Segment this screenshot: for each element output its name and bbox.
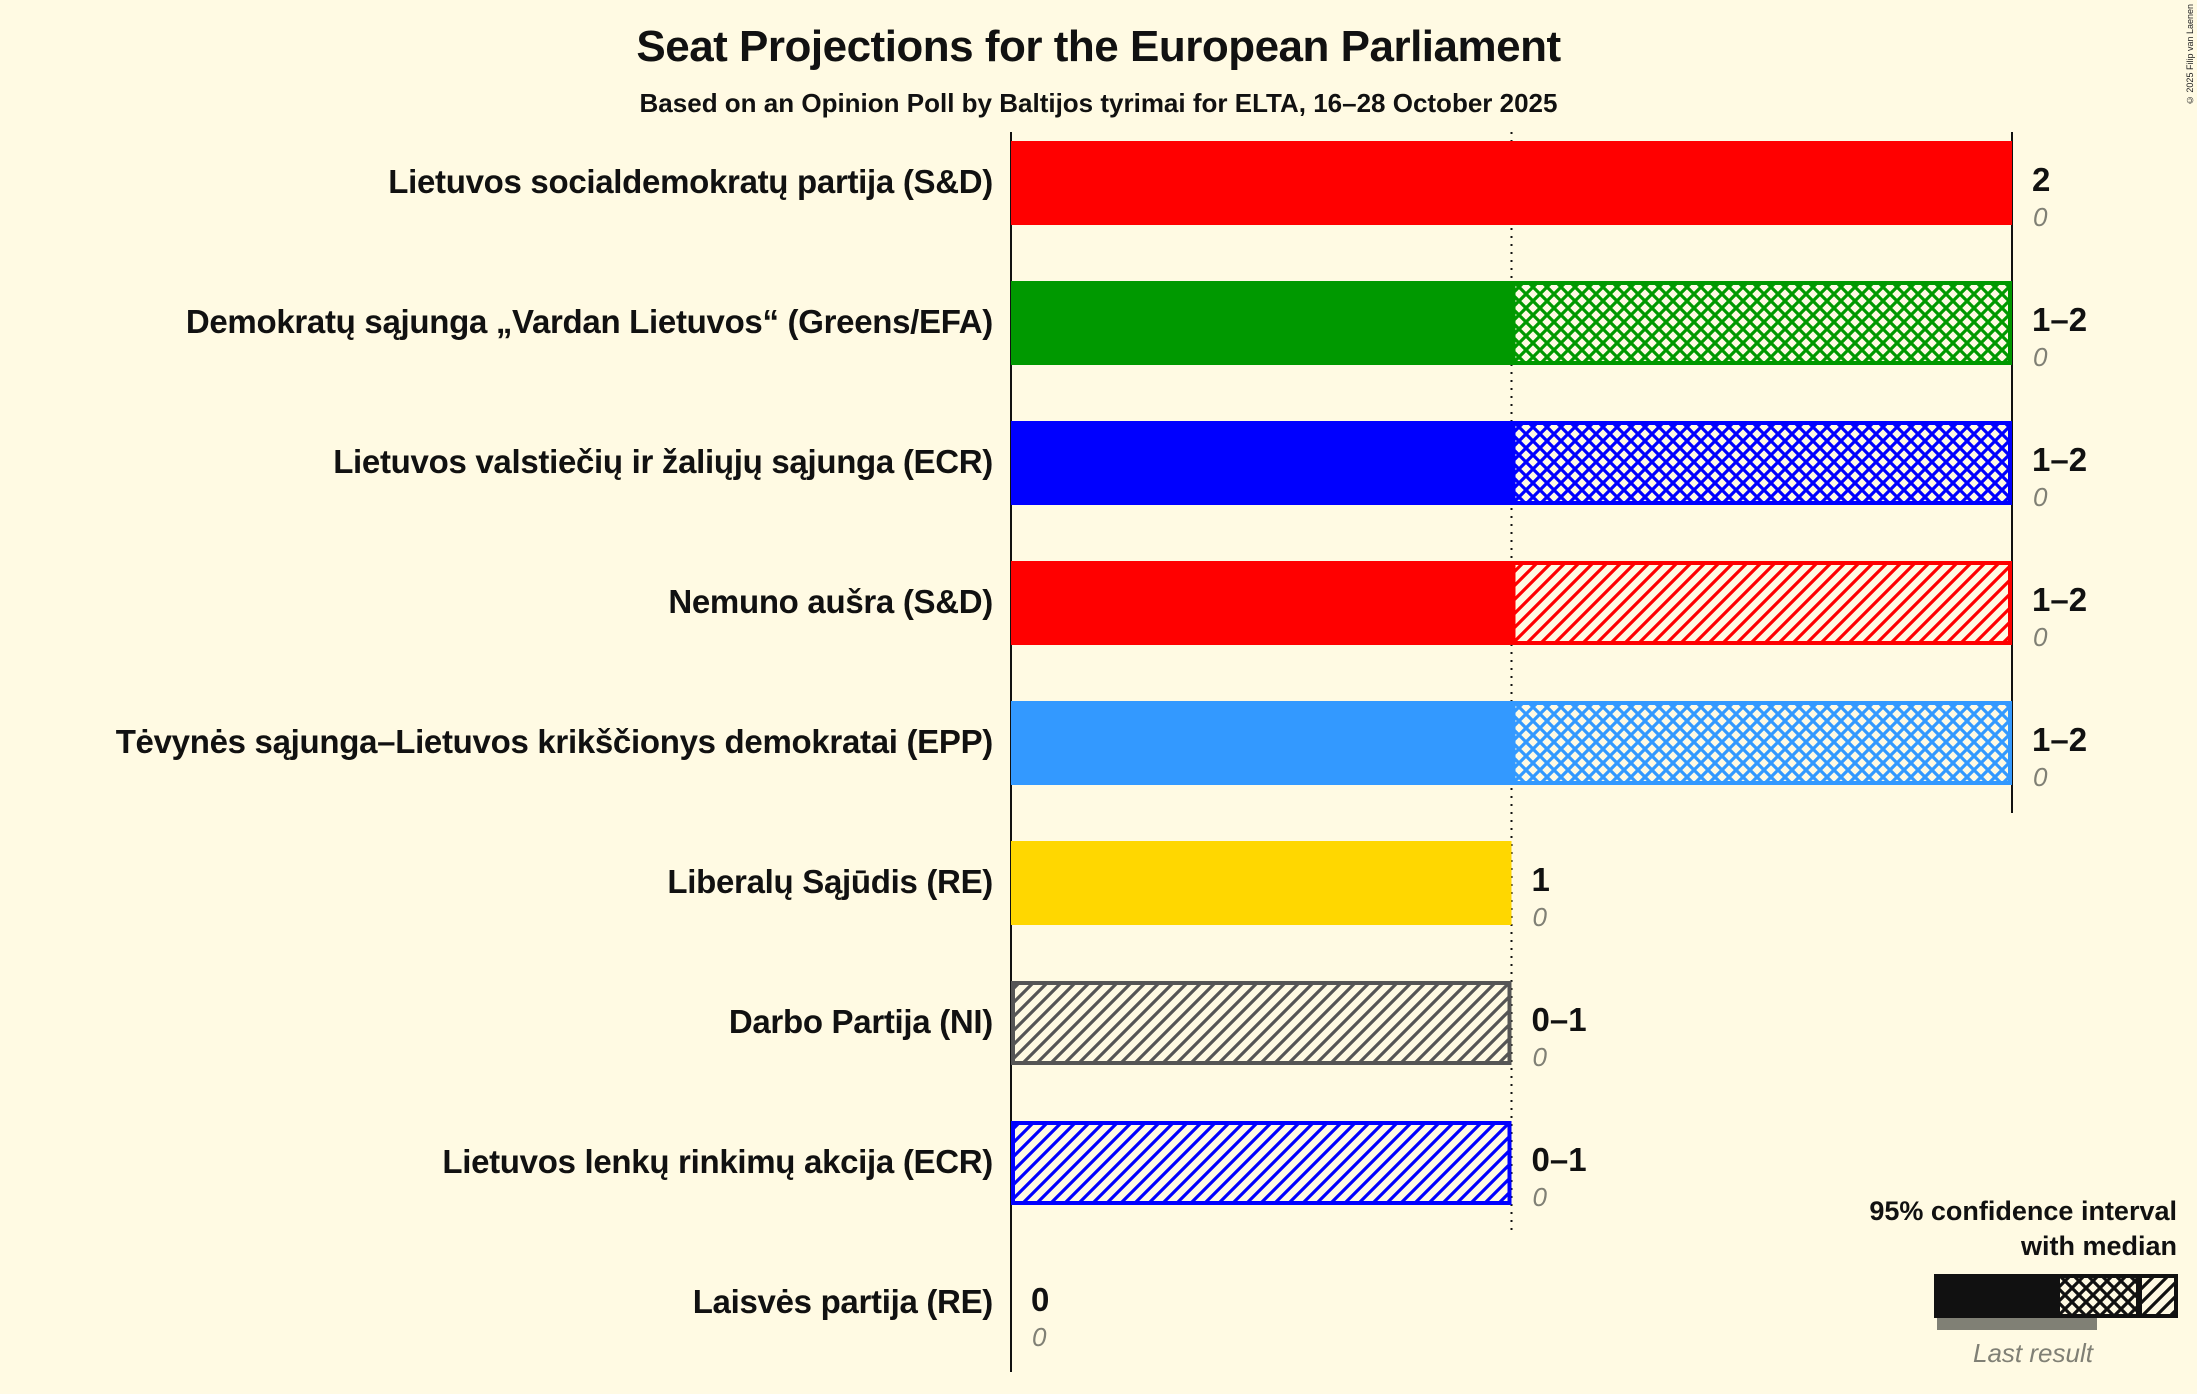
party-label: Demokratų sąjunga „Vardan Lietuvos“ (Gre… — [185, 303, 993, 340]
party-label: Lietuvos valstiečių ir žaliųjų sąjunga (… — [333, 443, 993, 480]
last-result-value: 0 — [2033, 622, 2048, 652]
last-result-value: 0 — [2033, 482, 2048, 512]
seat-range-label: 1 — [1531, 861, 1550, 898]
bar-ci-upper-hatch — [1511, 561, 2012, 645]
bar-ci-median-hatch — [1511, 701, 2012, 785]
bar-row — [1011, 281, 2012, 365]
last-result-value: 0 — [2033, 202, 2048, 232]
party-label: Darbo Partija (NI) — [728, 1003, 993, 1040]
chart-subtitle: Based on an Opinion Poll by Baltijos tyr… — [639, 88, 1558, 118]
seat-range-label: 2 — [2032, 161, 2051, 198]
last-result-value: 0 — [2033, 342, 2048, 372]
bar-solid — [1011, 141, 2012, 225]
last-result-value: 0 — [1532, 1042, 1547, 1072]
bar-row — [1011, 421, 2012, 505]
bar-row — [1011, 841, 1512, 925]
seat-range-label: 0–1 — [1531, 1141, 1587, 1178]
bar-solid — [1011, 421, 1512, 505]
party-label: Liberalų Sąjūdis (RE) — [667, 863, 993, 900]
legend-ci-median-hatch — [2056, 1274, 2140, 1318]
last-result-value: 0 — [1532, 1182, 1547, 1212]
bar-row — [1011, 561, 2012, 645]
party-label: Tėvynės sąjunga–Lietuvos krikščionys dem… — [115, 723, 994, 760]
bar-solid — [1011, 701, 1512, 785]
bar-row — [1011, 141, 2012, 225]
seat-range-label: 0–1 — [1531, 1001, 1587, 1038]
bar-ci-upper-hatch — [1011, 981, 1512, 1065]
seat-range-label: 0 — [1031, 1281, 1050, 1318]
last-result-value: 0 — [1532, 902, 1547, 932]
legend-swatch — [1934, 1274, 2178, 1330]
party-label: Nemuno aušra (S&D) — [668, 583, 993, 620]
legend-title-line2: with median — [2020, 1231, 2177, 1261]
party-label: Lietuvos lenkų rinkimų akcija (ECR) — [442, 1143, 993, 1180]
bar-row — [1011, 701, 2012, 785]
bar-ci-median-hatch — [1511, 281, 2012, 365]
last-result-value: 0 — [1032, 1322, 1047, 1352]
bar-ci-upper-hatch — [1011, 1121, 1512, 1205]
seat-range-label: 1–2 — [2032, 301, 2088, 338]
legend-solid — [1934, 1274, 2058, 1318]
legend-last-result-label: Last result — [1973, 1338, 2093, 1368]
chart-title: Seat Projections for the European Parlia… — [636, 22, 1561, 71]
seat-range-label: 1–2 — [2032, 441, 2088, 478]
legend-title-line1: 95% confidence interval — [1869, 1196, 2177, 1226]
bar-ci-median-hatch — [1511, 421, 2012, 505]
bar-solid — [1011, 281, 1512, 365]
legend-ci-upper-hatch — [2138, 1274, 2178, 1318]
bar-row — [1011, 981, 1512, 1065]
bar-row — [1011, 1121, 1512, 1205]
party-label: Laisvės partija (RE) — [692, 1283, 994, 1320]
bar-solid — [1011, 561, 1512, 645]
legend-title: 95% confidence interval with median — [1869, 1194, 2177, 1264]
bar-solid — [1011, 841, 1512, 925]
seat-range-label: 1–2 — [2032, 581, 2088, 618]
party-label: Lietuvos socialdemokratų partija (S&D) — [388, 163, 993, 200]
last-result-value: 0 — [2033, 762, 2048, 792]
seat-range-label: 1–2 — [2032, 721, 2088, 758]
